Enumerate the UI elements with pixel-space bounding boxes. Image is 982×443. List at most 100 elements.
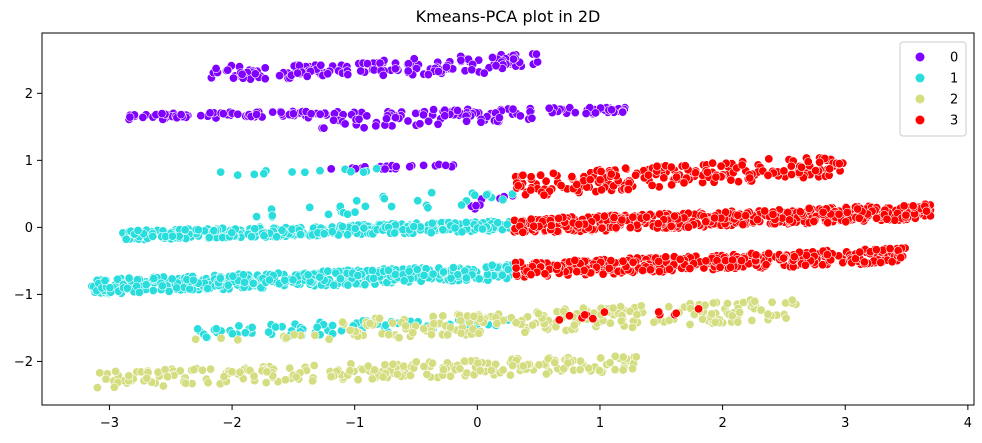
data-point (669, 211, 679, 221)
data-point (859, 257, 869, 267)
data-point (498, 365, 508, 375)
data-point (605, 358, 615, 368)
data-point (546, 221, 556, 231)
data-point (476, 117, 486, 127)
data-point (413, 196, 423, 206)
data-point (482, 190, 492, 200)
data-point (329, 280, 339, 290)
data-point (446, 273, 456, 283)
data-point (343, 209, 353, 219)
data-point (708, 158, 718, 168)
data-point (280, 375, 290, 385)
data-point (249, 371, 259, 381)
data-point (359, 223, 369, 233)
y-tick-label: −1 (14, 288, 33, 303)
data-point (470, 190, 480, 200)
data-point (872, 213, 882, 223)
data-point (627, 364, 637, 374)
data-point (201, 332, 211, 342)
data-point (595, 175, 605, 185)
data-point (763, 309, 773, 319)
data-point (580, 310, 590, 320)
data-point (534, 360, 544, 370)
data-point (92, 383, 102, 393)
data-point (427, 188, 437, 198)
data-point (148, 285, 158, 295)
data-point (842, 207, 852, 217)
data-point (853, 204, 863, 214)
x-tick-label: −1 (345, 416, 364, 431)
data-point (289, 330, 299, 340)
x-tick-label: 3 (841, 416, 849, 431)
data-point (556, 181, 566, 191)
data-point (295, 230, 305, 240)
data-point (631, 352, 641, 362)
data-point (818, 260, 828, 270)
data-point (825, 164, 835, 174)
data-point (666, 162, 676, 172)
data-point (733, 210, 743, 220)
data-point (403, 116, 413, 126)
data-point (815, 157, 825, 167)
data-point (585, 175, 595, 185)
data-point (327, 227, 337, 237)
data-point (264, 275, 274, 285)
data-point (505, 370, 515, 380)
data-point (618, 365, 628, 375)
data-point (233, 109, 243, 119)
data-point (203, 378, 213, 388)
data-point (419, 324, 429, 334)
data-point (701, 217, 711, 227)
data-point (422, 369, 432, 379)
data-point (193, 225, 203, 235)
data-point (486, 365, 496, 375)
x-tick-label: 4 (964, 416, 972, 431)
data-point (109, 382, 119, 392)
x-tick-label: 2 (718, 416, 726, 431)
data-point (659, 173, 669, 183)
data-point (508, 104, 518, 114)
data-point (596, 185, 606, 195)
data-point (309, 360, 319, 370)
data-point (761, 260, 771, 270)
data-point (362, 111, 372, 121)
data-point (189, 275, 199, 285)
data-point (372, 164, 382, 174)
data-point (408, 328, 418, 338)
data-point (636, 301, 646, 311)
data-point (149, 273, 159, 283)
plot-frame (41, 32, 975, 406)
legend-marker (915, 115, 925, 125)
data-point (548, 168, 558, 178)
data-point (606, 256, 616, 266)
x-tick-label: −2 (222, 416, 241, 431)
data-point (631, 170, 641, 180)
data-point (172, 283, 182, 293)
data-point (346, 167, 356, 177)
x-tick-label: −3 (100, 416, 119, 431)
data-point (388, 359, 398, 369)
data-point (680, 161, 690, 171)
data-point (133, 226, 143, 236)
data-point (738, 220, 748, 230)
data-point (787, 170, 797, 180)
data-point (157, 281, 167, 291)
data-point (809, 216, 819, 226)
data-point (196, 111, 206, 121)
data-point (716, 161, 726, 171)
data-point (223, 280, 233, 290)
data-point (747, 315, 757, 325)
data-point (423, 70, 433, 80)
data-point (164, 286, 174, 296)
data-point (124, 273, 134, 283)
data-point (513, 181, 523, 191)
data-point (763, 170, 773, 180)
data-point (584, 363, 594, 373)
data-point (433, 119, 443, 129)
data-point (579, 265, 589, 275)
data-point (260, 63, 270, 73)
x-tick-label: 0 (473, 416, 481, 431)
data-point (664, 302, 674, 312)
data-point (492, 319, 502, 329)
data-point (267, 211, 277, 221)
